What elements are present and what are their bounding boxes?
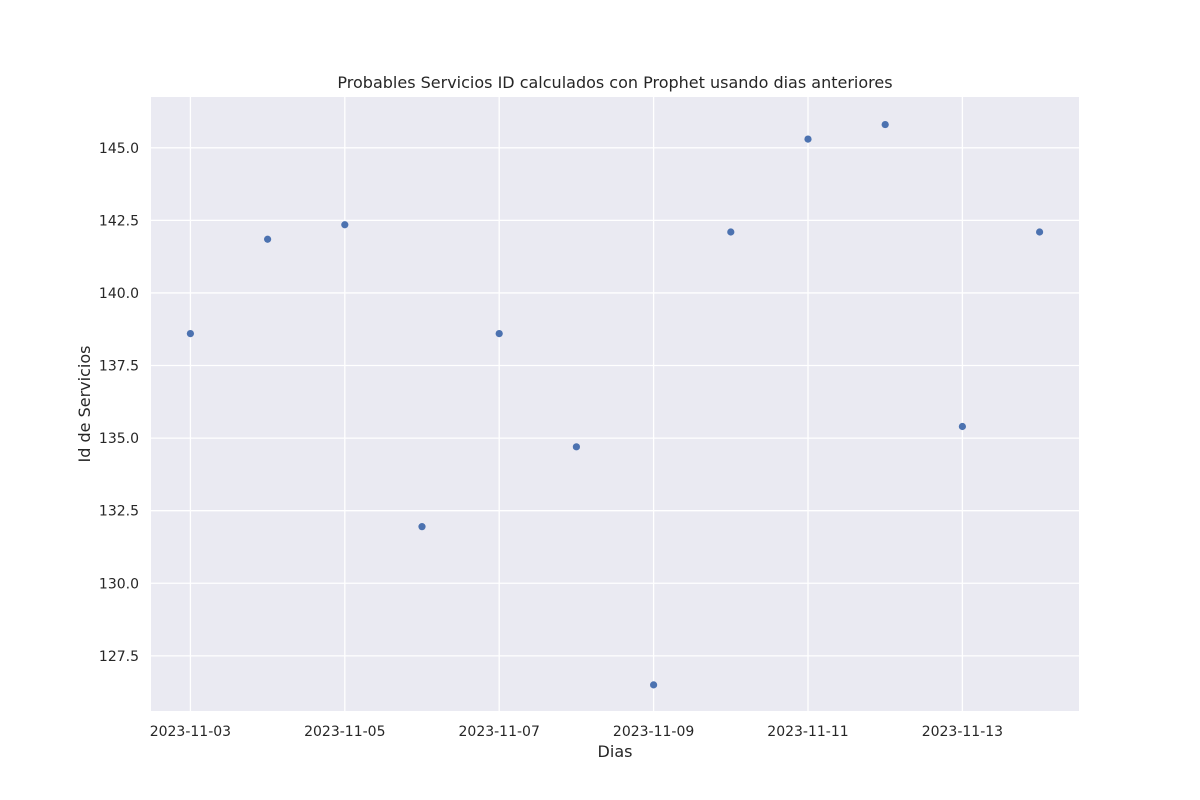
y-tick-labels: 127.5 130.0 132.5 135.0 137.5 140.0 142.5 145.0 <box>99 141 139 665</box>
y-tick-label: 145.0 <box>99 141 139 157</box>
data-point <box>186 330 195 338</box>
data-point <box>804 135 812 143</box>
chart-title: Probables Servicios ID calculados con Pr… <box>337 73 892 92</box>
data-point <box>572 443 581 451</box>
data-point <box>418 523 426 531</box>
data-point <box>341 221 349 229</box>
data-point <box>881 120 889 129</box>
x-tick-labels: 2023-11-03 2023-11-05 2023-11-07 2023-11-09… <box>150 724 1003 740</box>
data-points <box>186 120 1044 689</box>
data-point <box>727 228 735 236</box>
y-axis-title: Id de Servicios <box>75 346 94 463</box>
y-tick-label: 137.5 <box>99 359 139 375</box>
x-tick-label: 2023-11-09 <box>613 724 694 740</box>
grid-lines <box>151 97 1079 711</box>
y-tick-label: 142.5 <box>99 213 139 229</box>
x-tick-label: 2023-11-07 <box>459 724 540 740</box>
data-point <box>495 330 503 338</box>
x-axis-title: Dias <box>598 742 633 761</box>
x-tick-label: 2023-11-05 <box>304 724 385 740</box>
data-point <box>1035 228 1044 236</box>
y-tick-label: 130.0 <box>99 576 139 592</box>
data-point <box>958 422 966 431</box>
x-tick-label: 2023-11-03 <box>150 724 231 740</box>
x-tick-label: 2023-11-13 <box>922 724 1003 740</box>
y-tick-label: 140.0 <box>99 286 139 302</box>
data-point <box>264 235 272 243</box>
data-point <box>649 681 658 689</box>
y-tick-label: 135.0 <box>99 431 139 447</box>
plot-area <box>151 97 1079 711</box>
x-tick-label: 2023-11-11 <box>767 724 848 740</box>
y-tick-label: 127.5 <box>99 649 139 665</box>
y-tick-label: 132.5 <box>99 504 139 520</box>
